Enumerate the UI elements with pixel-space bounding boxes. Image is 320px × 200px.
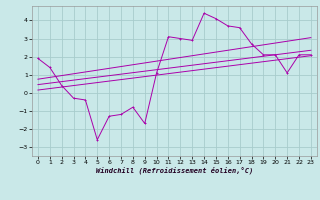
X-axis label: Windchill (Refroidissement éolien,°C): Windchill (Refroidissement éolien,°C) (96, 167, 253, 174)
